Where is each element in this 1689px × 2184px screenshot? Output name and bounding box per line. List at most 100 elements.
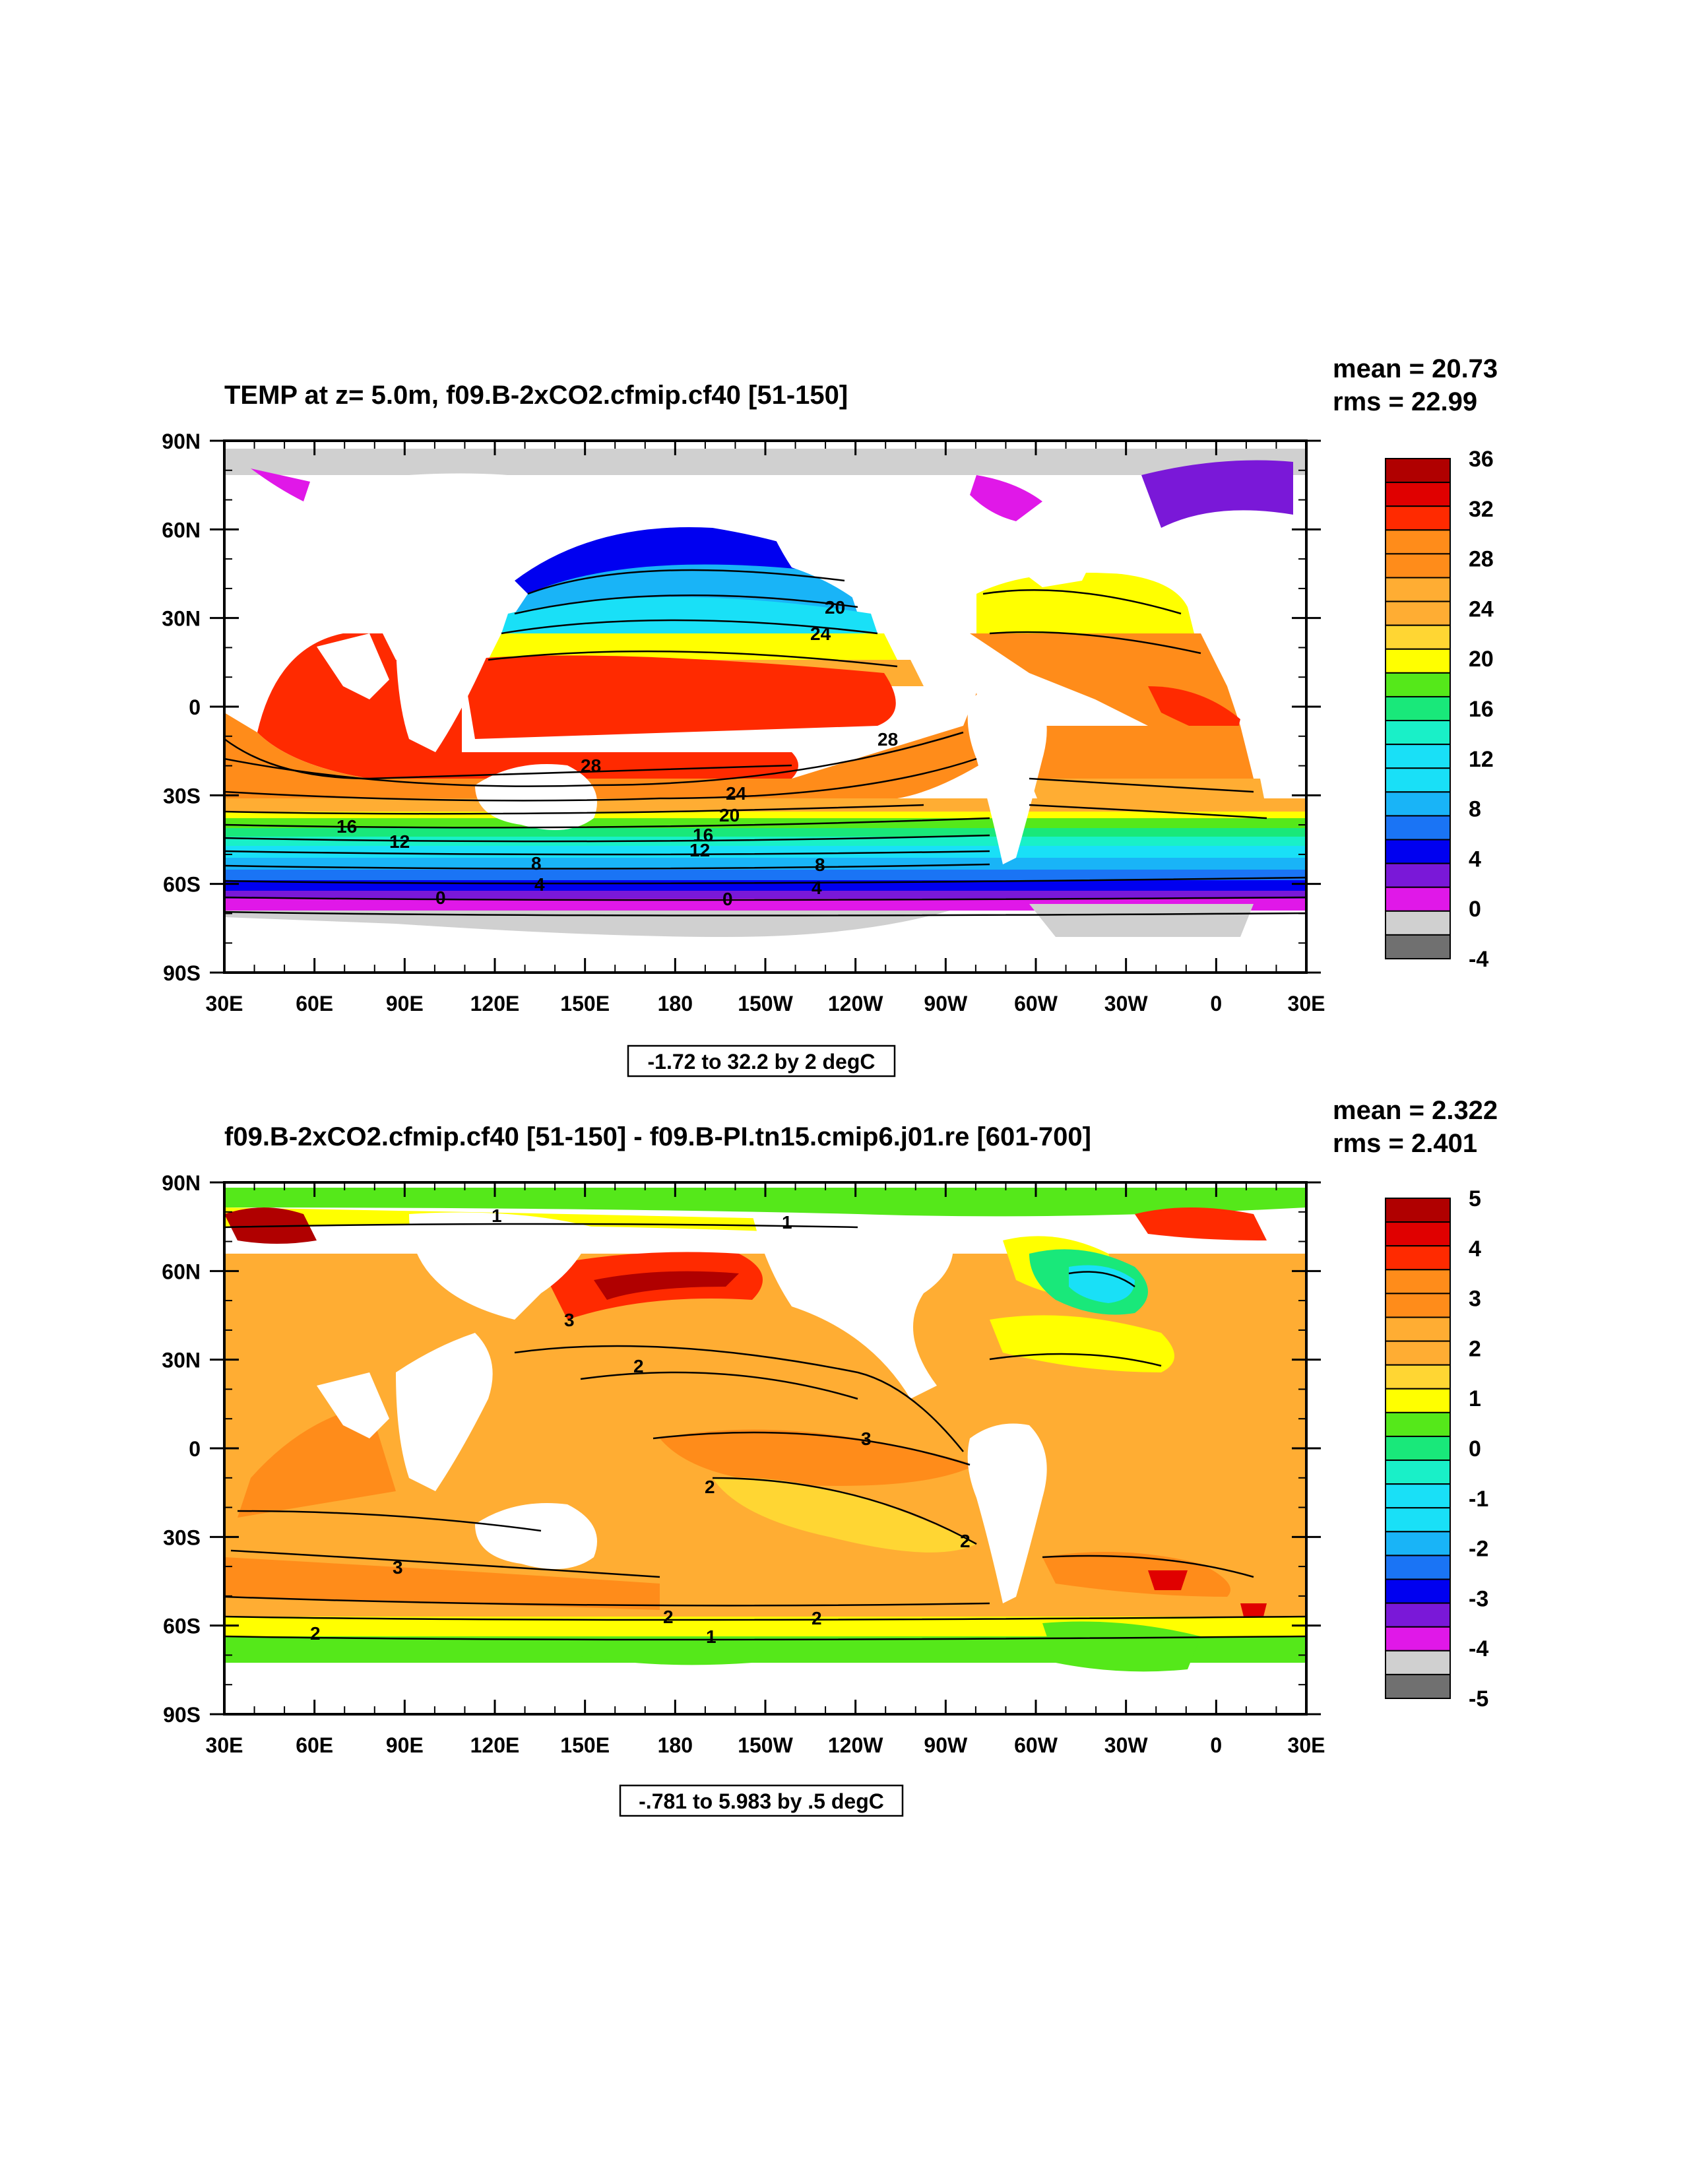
- colorbar-swatch: [1385, 791, 1451, 817]
- contour-label: 2: [633, 1356, 644, 1376]
- x-tick-label: 90E: [386, 992, 424, 1015]
- panel-2: f09.B-2xCO2.cfmip.cf40 [51-150] - f09.B-…: [162, 1096, 1498, 1817]
- contour-label: 28: [581, 755, 601, 776]
- x-tick-label: 120W: [828, 992, 883, 1015]
- colorbar-label: 24: [1469, 596, 1494, 622]
- contour-label: 20: [825, 597, 845, 618]
- colorbar-swatch: [1385, 1245, 1451, 1271]
- colorbar-label: 32: [1469, 497, 1494, 522]
- panel-2-rms: rms = 2.401: [1333, 1129, 1477, 1158]
- contour-label: 16: [336, 816, 357, 837]
- panel-2-mean: mean = 2.322: [1333, 1096, 1498, 1125]
- x-tick-label: 30E: [206, 1733, 243, 1757]
- x-tick-label: 0: [1210, 1733, 1222, 1757]
- contour-label: 12: [689, 840, 710, 860]
- colorbar-swatch: [1385, 648, 1451, 674]
- colorbar-label: -5: [1469, 1686, 1488, 1712]
- panel-1-title: TEMP at z= 5.0m, f09.B-2xCO2.cfmip.cf40 …: [224, 381, 848, 410]
- contour-label: 2: [663, 1607, 674, 1627]
- colorbar-swatch: [1385, 1293, 1451, 1318]
- colorbar-label: 0: [1469, 897, 1481, 922]
- contour-label: 12: [389, 831, 410, 852]
- y-tick-label: 0: [189, 1437, 201, 1461]
- contour-label: 16: [693, 825, 713, 845]
- x-tick-label: 90W: [924, 992, 968, 1015]
- contour-label: 24: [810, 624, 831, 644]
- contour-label: 0: [435, 887, 446, 908]
- colorbar-swatch: [1385, 600, 1451, 626]
- x-tick-label: 120E: [470, 992, 520, 1015]
- colorbar-swatch: [1385, 1411, 1451, 1437]
- colorbar-swatch: [1385, 1531, 1451, 1557]
- colorbar-swatch: [1385, 1198, 1451, 1223]
- colorbar-swatch: [1385, 1269, 1451, 1295]
- colorbar-label: 36: [1469, 447, 1494, 472]
- colorbar-swatch: [1385, 815, 1451, 841]
- panel-1-mean: mean = 20.73: [1333, 354, 1498, 383]
- colorbar-swatch: [1385, 624, 1451, 650]
- y-tick-label: 90S: [163, 961, 201, 985]
- colorbar-swatch: [1385, 862, 1451, 888]
- colorbar-swatch: [1385, 1626, 1451, 1652]
- colorbar-label: -3: [1469, 1586, 1488, 1611]
- colorbar-swatch: [1385, 767, 1451, 793]
- x-tick-label: 60W: [1014, 992, 1058, 1015]
- contour-label: 2: [812, 1608, 822, 1628]
- colorbar-swatch: [1385, 1221, 1451, 1247]
- colorbar-swatch: [1385, 458, 1451, 484]
- contour-label: 8: [531, 853, 542, 874]
- contour-label: 1: [706, 1626, 717, 1647]
- panel-1-contour-labels: 20 24 28 28 24 20 16 12 16 12 8 8 4 4 0 …: [336, 597, 898, 909]
- colorbar-swatch: [1385, 934, 1451, 960]
- y-tick-label: 60N: [162, 1260, 201, 1283]
- colorbar-swatch: [1385, 1650, 1451, 1675]
- y-tick-label: 90N: [162, 430, 201, 453]
- colorbar-swatch: [1385, 505, 1451, 531]
- colorbar-swatch: [1385, 529, 1451, 555]
- y-tick-label: 60S: [163, 873, 201, 897]
- colorbar-label: 0: [1469, 1436, 1481, 1461]
- contour-label: 1: [782, 1212, 792, 1233]
- colorbar-swatch: [1385, 1673, 1451, 1700]
- colorbar-swatch: [1385, 1388, 1451, 1413]
- contour-label: 2: [960, 1531, 971, 1551]
- panel-1-map: [224, 441, 1306, 973]
- colorbar-swatch: [1385, 720, 1451, 746]
- x-tick-label: 150W: [738, 992, 793, 1015]
- panel-1-colorbar: 36 32 28 24 20 16 12 8 4 0 -4: [1385, 447, 1494, 972]
- contour-label: 2: [705, 1477, 715, 1497]
- colorbar-label: -4: [1469, 1636, 1488, 1661]
- contour-label: 20: [719, 805, 740, 825]
- colorbar-label: 8: [1469, 797, 1481, 822]
- colorbar-label: -2: [1469, 1537, 1488, 1562]
- y-tick-label: 90N: [162, 1171, 201, 1195]
- y-tick-label: 30N: [162, 607, 201, 631]
- y-tick-label: 30S: [163, 1526, 201, 1549]
- contour-label: 0: [722, 889, 733, 909]
- colorbar-swatch: [1385, 1578, 1451, 1604]
- colorbar-label: 20: [1469, 647, 1494, 672]
- panel-2-range-box: -.781 to 5.983 by .5 degC: [619, 1784, 904, 1817]
- colorbar-swatch: [1385, 553, 1451, 579]
- contour-label: 2: [310, 1623, 321, 1644]
- y-tick-label: 60S: [163, 1615, 201, 1638]
- colorbar-label: 12: [1469, 747, 1494, 772]
- panel-1: TEMP at z= 5.0m, f09.B-2xCO2.cfmip.cf40 …: [162, 354, 1498, 1077]
- contour-label: 4: [534, 874, 545, 895]
- colorbar-label: 1: [1469, 1386, 1481, 1411]
- colorbar-swatch: [1385, 1507, 1451, 1533]
- y-tick-label: 90S: [163, 1703, 201, 1727]
- y-tick-label: 60N: [162, 518, 201, 542]
- colorbar-swatch: [1385, 672, 1451, 697]
- colorbar-swatch: [1385, 1340, 1451, 1366]
- colorbar-label: 5: [1469, 1186, 1481, 1211]
- colorbar-swatch: [1385, 1483, 1451, 1509]
- panel-2-title: f09.B-2xCO2.cfmip.cf40 [51-150] - f09.B-…: [224, 1122, 1091, 1151]
- x-tick-label: 0: [1210, 992, 1222, 1015]
- panel-1-range-label: -1.72 to 32.2 by 2 degC: [647, 1050, 875, 1074]
- colorbar-label: 2: [1469, 1336, 1481, 1361]
- x-tick-label: 90E: [386, 1733, 424, 1757]
- colorbar-swatch: [1385, 1555, 1451, 1580]
- x-tick-label: 30W: [1104, 1733, 1149, 1757]
